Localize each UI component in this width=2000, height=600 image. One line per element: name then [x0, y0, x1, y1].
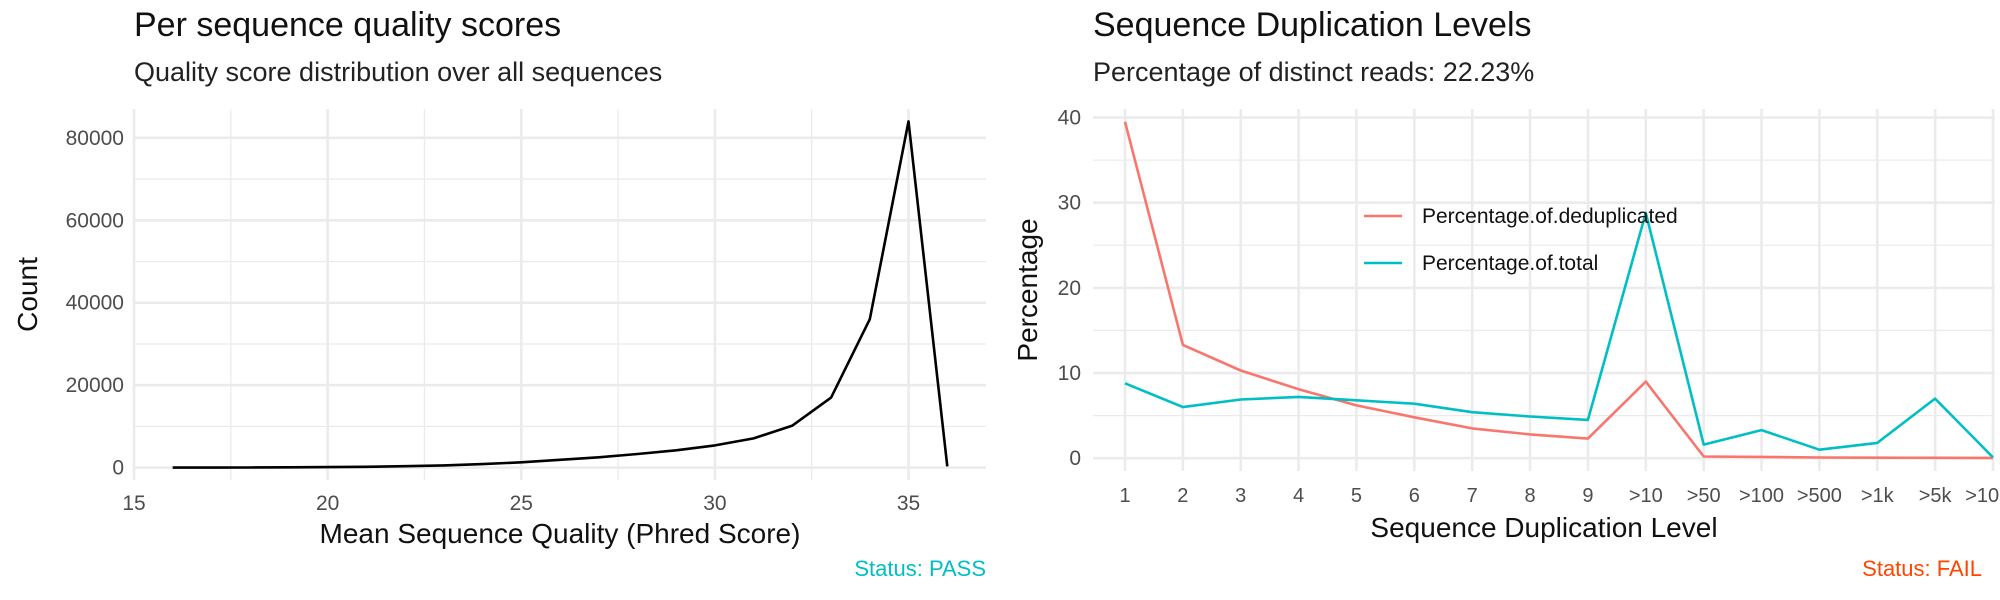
deduplicated-line — [1123, 121, 1994, 460]
x-tick-label: 20 — [316, 492, 339, 515]
x-tick-label: >5k — [1919, 485, 1953, 507]
legend-label: Percentage.of.deduplicated — [1422, 205, 1678, 228]
y-tick-label: 0 — [1069, 447, 1081, 470]
x-tick-label: 8 — [1525, 485, 1536, 507]
status-badge: Status: FAIL — [1862, 556, 1982, 581]
x-tick-label: 35 — [897, 492, 920, 515]
legend-label: Percentage.of.total — [1422, 252, 1598, 275]
x-tick-label: 15 — [122, 492, 145, 515]
x-tick-label: 4 — [1293, 485, 1304, 507]
x-tick-label: 30 — [703, 492, 726, 515]
y-tick-label: 80000 — [66, 127, 124, 150]
duplication-levels-chart: 1 2 3 4 5 6 7 8 9 >10 >50 >100 >500 >1k >5k >10k+ 0 10 20 3… — [1012, 107, 2000, 543]
status-badge: Status: PASS — [854, 556, 986, 581]
y-tick-label: 40 — [1058, 107, 1081, 130]
x-tick-label: 1 — [1119, 485, 1130, 507]
quality-scores-panel: Per sequence quality scores Quality scor… — [12, 6, 986, 581]
x-tick-label: 6 — [1409, 485, 1420, 507]
chart-title: Sequence Duplication Levels — [1093, 6, 1532, 44]
y-tick-label: 60000 — [66, 209, 124, 232]
x-tick-label: >10k+ — [1965, 485, 2000, 507]
x-tick-label: >100 — [1739, 485, 1784, 507]
duplication-levels-panel: Sequence Duplication Levels Percentage o… — [1000, 0, 2000, 600]
chart-title: Per sequence quality scores — [134, 6, 562, 44]
y-axis-title: Percentage — [1012, 218, 1043, 361]
y-tick-label: 40000 — [66, 292, 124, 315]
x-tick-label: 7 — [1467, 485, 1478, 507]
quality-count-line — [172, 120, 949, 469]
y-tick-label: 10 — [1058, 362, 1081, 385]
x-tick-label: >500 — [1797, 485, 1842, 507]
x-tick-label: 5 — [1351, 485, 1362, 507]
total-line — [1124, 211, 1994, 459]
x-axis-title: Sequence Duplication Level — [1370, 512, 1717, 543]
x-tick-label: 2 — [1177, 485, 1188, 507]
y-tick-label: 20 — [1058, 277, 1081, 300]
y-tick-label: 30 — [1058, 192, 1081, 215]
y-axis-title: Count — [12, 257, 43, 332]
chart-subtitle: Quality score distribution over all sequ… — [134, 57, 663, 87]
chart-subtitle: Percentage of distinct reads: 22.23% — [1093, 57, 1535, 87]
x-tick-label: 3 — [1235, 485, 1246, 507]
y-tick-label: 0 — [112, 457, 124, 480]
x-tick-label: >50 — [1687, 485, 1721, 507]
x-tick-label: 25 — [510, 492, 533, 515]
y-tick-label: 20000 — [66, 374, 124, 397]
quality-scores-chart: 15 20 25 30 35 0 20000 40000 60000 80000 Mean Sequ… — [12, 109, 986, 549]
x-tick-label: >1k — [1861, 485, 1895, 507]
x-tick-label: >10 — [1629, 485, 1663, 507]
x-axis-title: Mean Sequence Quality (Phred Score) — [320, 518, 801, 549]
x-tick-label: 9 — [1582, 485, 1593, 507]
